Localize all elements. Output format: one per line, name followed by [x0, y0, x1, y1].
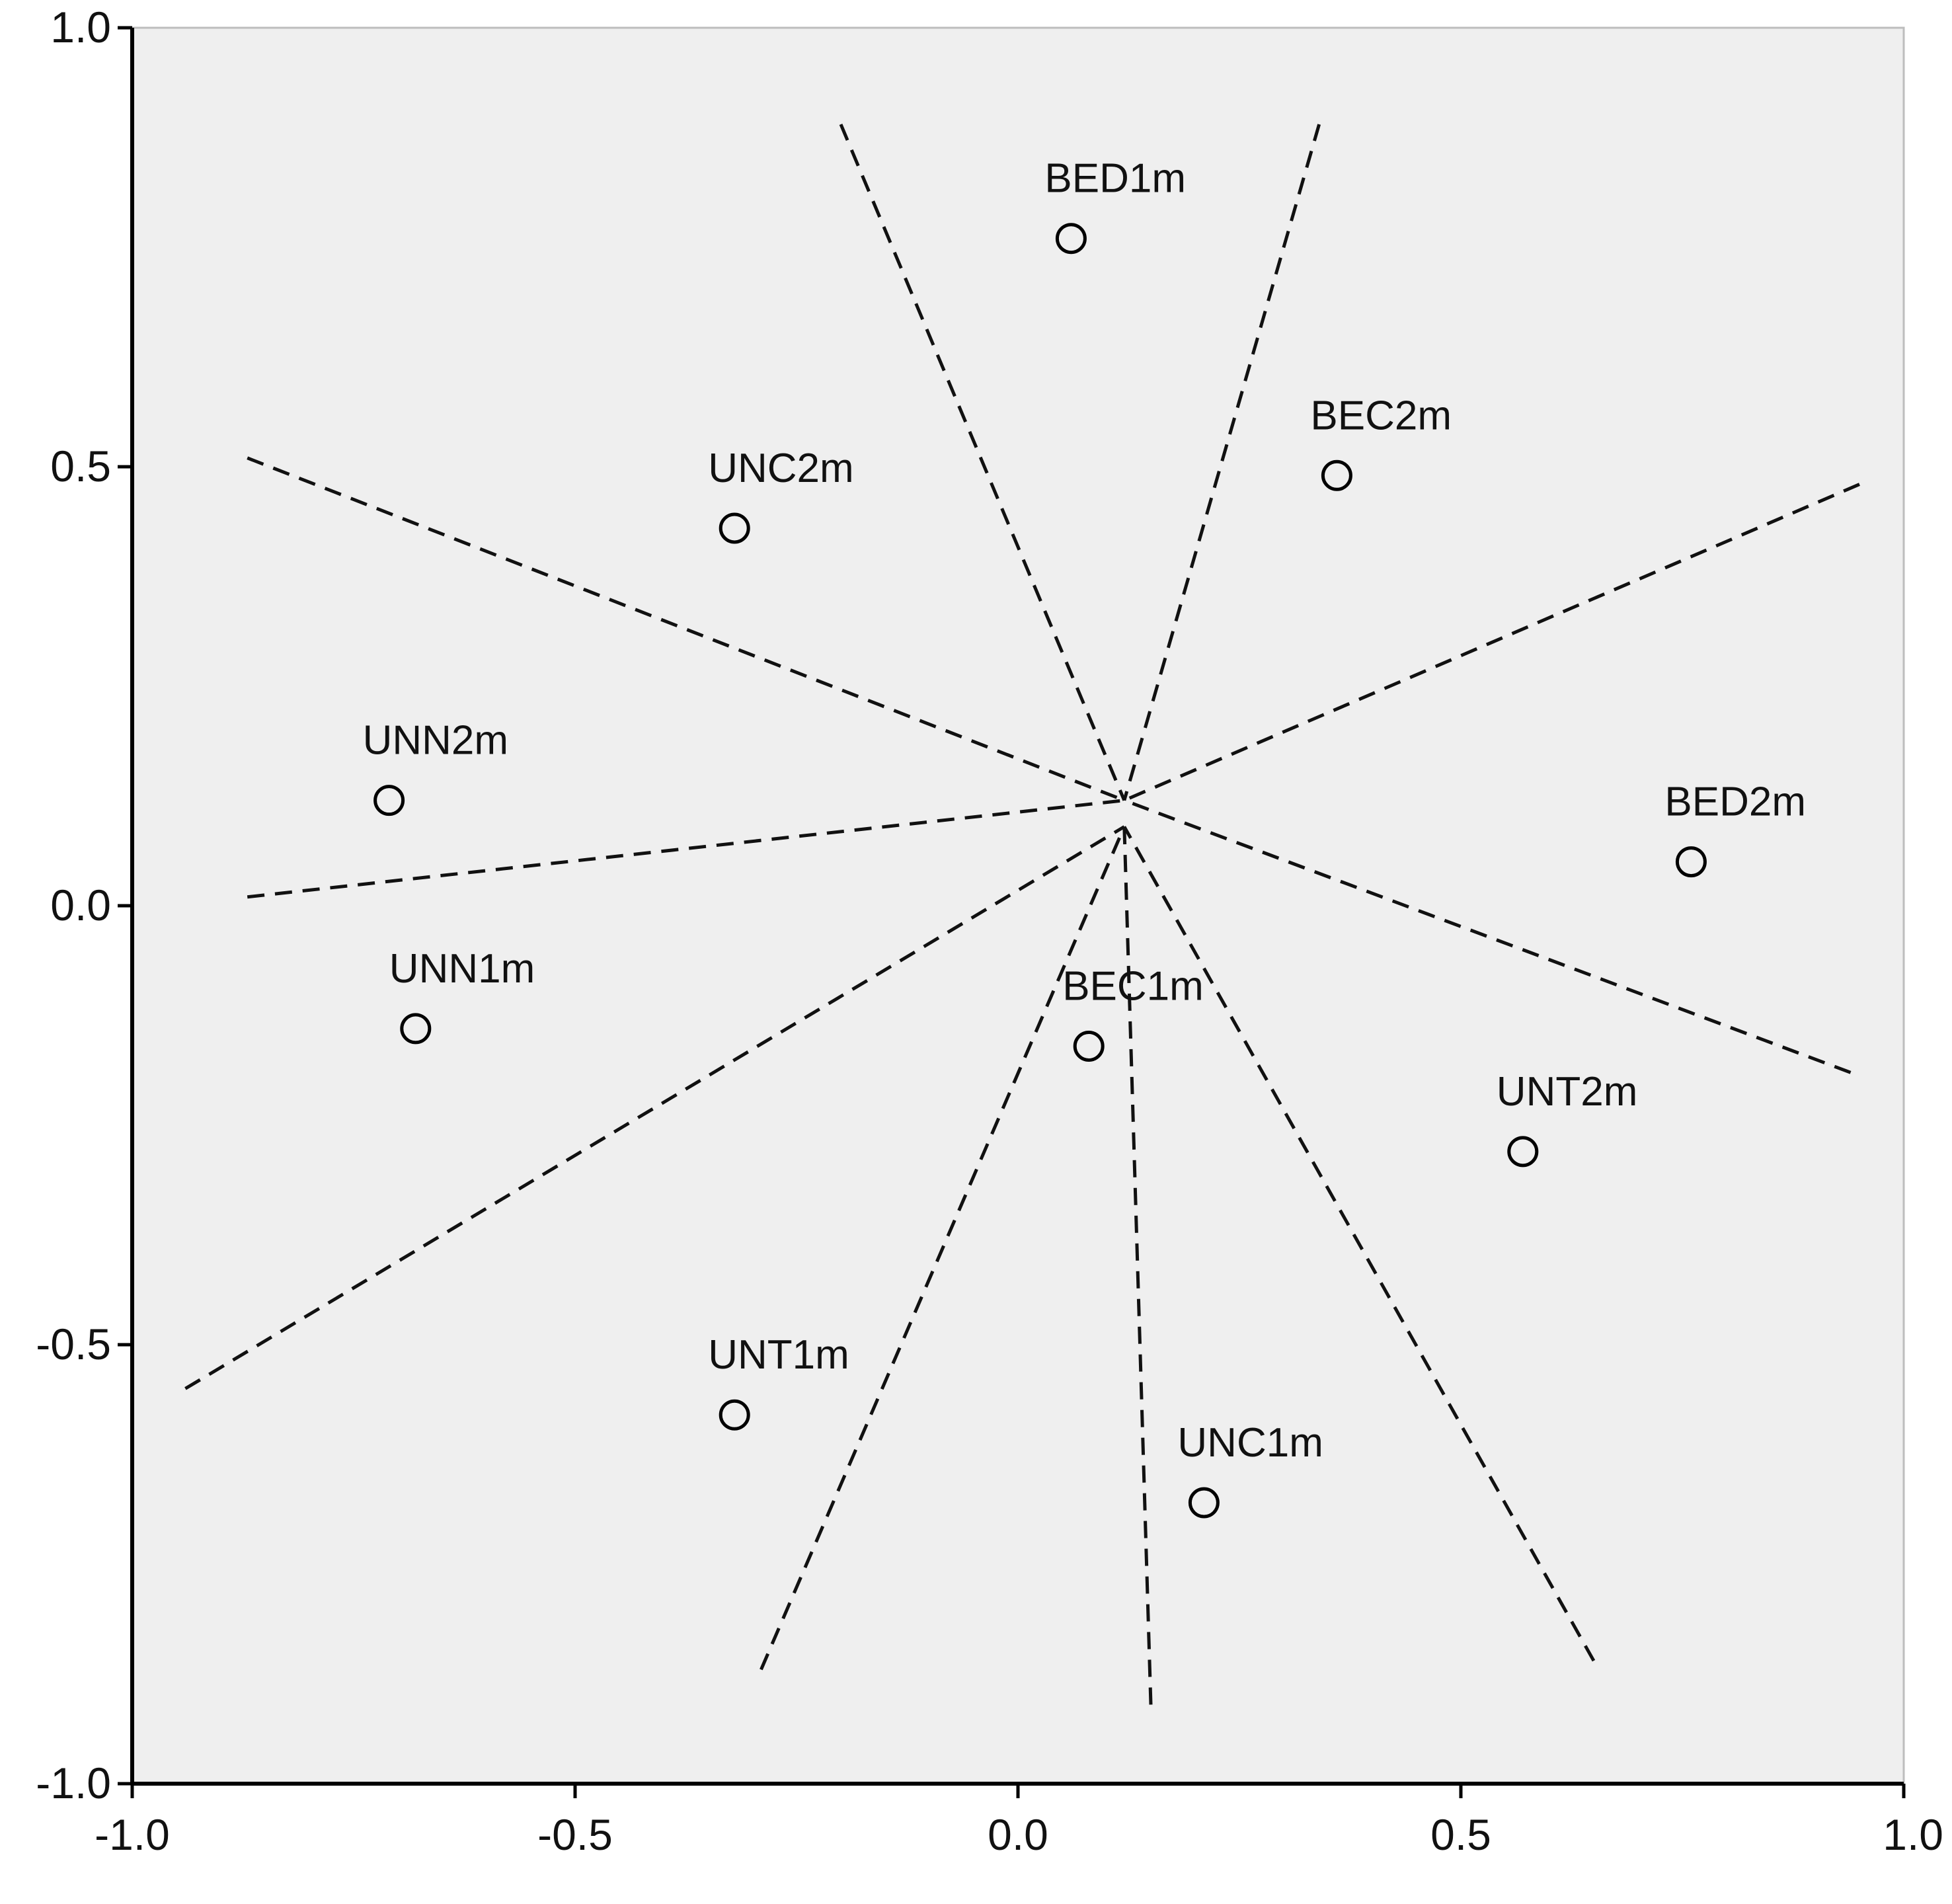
point-label-bed2m: BED2m	[1664, 779, 1806, 825]
point-marker-bed2m	[1675, 846, 1707, 878]
dividing-line-9	[1122, 826, 1153, 1705]
x-tick-label: -1.0	[95, 1810, 170, 1859]
dividing-line-6	[1123, 799, 1852, 1074]
dividing-line-4	[1123, 483, 1860, 802]
y-tick-label: 1.0	[50, 3, 111, 52]
point-marker-unc1m	[1188, 1487, 1220, 1519]
point-marker-bed1m	[1055, 223, 1087, 255]
point-label-unt2m: UNT2m	[1497, 1069, 1638, 1115]
point-label-bed1m: BED1m	[1044, 156, 1186, 202]
dividing-line-2	[1122, 124, 1321, 801]
point-marker-bec2m	[1321, 459, 1352, 491]
point-label-unt1m: UNT1m	[708, 1332, 849, 1378]
x-tick-label: 0.5	[1430, 1810, 1491, 1859]
y-tick-label: 0.0	[50, 881, 111, 930]
x-tick-label: 0.0	[988, 1810, 1048, 1859]
point-marker-bec1m	[1073, 1030, 1105, 1062]
point-marker-unn2m	[373, 785, 405, 816]
y-tick-label: -0.5	[36, 1320, 111, 1368]
dividing-lines	[184, 124, 1860, 1705]
plot-area	[131, 26, 1905, 1785]
point-marker-unt2m	[1507, 1136, 1539, 1168]
point-marker-unn1m	[400, 1013, 432, 1045]
point-label-unc1m: UNC1m	[1177, 1420, 1323, 1466]
dividing-line-10	[1122, 826, 1596, 1662]
point-marker-unt1m	[719, 1399, 750, 1431]
y-tick-label: -1.0	[36, 1759, 111, 1807]
data-points: BED1m BEC2m UNC2m UNN2m BED2m UNN1m BEC1m UNT2m…	[363, 156, 1806, 1519]
dividing-line-3	[247, 456, 1125, 802]
point-marker-unc2m	[719, 512, 750, 544]
axes: -1.0 -0.5 0.0 0.5 1.0 -1.0 -0.5 0.0 0.5 1.0	[36, 3, 1943, 1859]
point-label-unc2m: UNC2m	[708, 446, 853, 491]
point-label-bec2m: BEC2m	[1310, 393, 1452, 438]
x-tick-label: -0.5	[537, 1810, 613, 1859]
dividing-line-8	[760, 826, 1126, 1671]
y-tick-label: 0.5	[50, 442, 111, 491]
dividing-line-7	[184, 825, 1126, 1390]
point-label-unn1m: UNN1m	[389, 946, 535, 992]
point-label-unn2m: UNN2m	[363, 718, 508, 764]
dividing-line-5	[247, 799, 1125, 899]
dividing-line-1	[839, 124, 1126, 801]
x-tick-label: 1.0	[1883, 1810, 1943, 1859]
point-label-bec1m: BEC1m	[1062, 963, 1204, 1009]
